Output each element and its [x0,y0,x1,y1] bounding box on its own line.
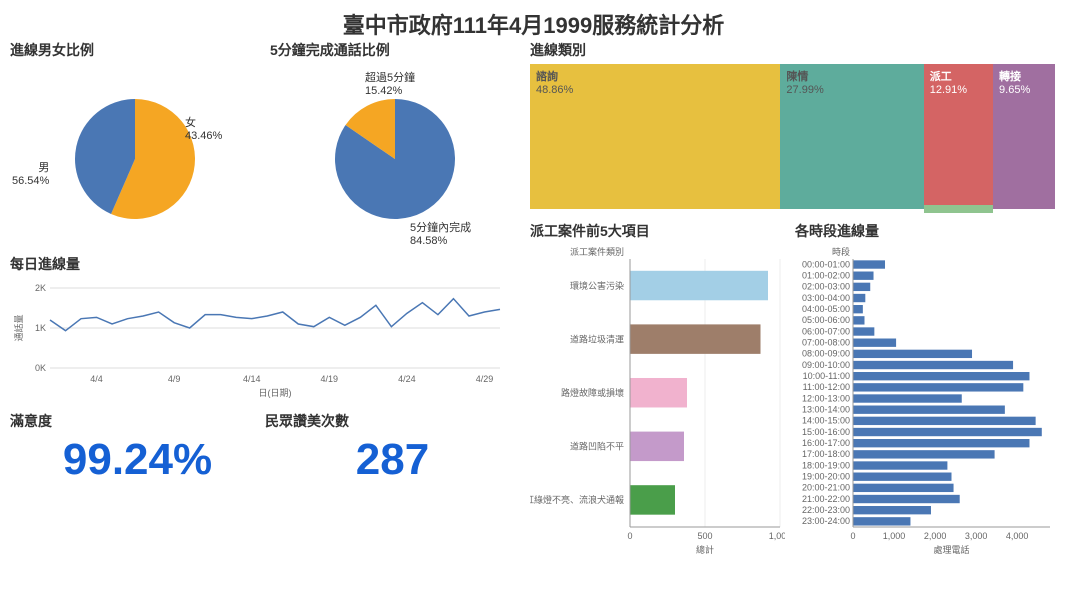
treemap-cell: 諮詢48.86% [530,64,780,209]
svg-text:21:00-22:00: 21:00-22:00 [802,494,850,504]
top5-block: 派工案件前5大項目 派工案件類別 0 500 1,000 環境公害污染道路垃圾清運路燈… [530,221,785,560]
treemap-cell: 轉接9.65% [993,64,1055,209]
svg-text:00:00-01:00: 00:00-01:00 [802,259,850,269]
svg-text:環境公害污染: 環境公害污染 [570,280,624,291]
svg-text:10:00-11:00: 10:00-11:00 [803,371,850,381]
treemap-chart: 諮詢48.86%陳情27.99%派工12.91%轉接9.65% [530,64,1055,209]
svg-text:04:00-05:00: 04:00-05:00 [802,304,850,314]
svg-text:06:00-07:00: 06:00-07:00 [802,326,850,336]
pie-slice-label: 5分鐘內完成84.58% [410,219,471,247]
top5-chart: 派工案件類別 0 500 1,000 環境公害污染道路垃圾清運路燈故障或損壞道路凹陷不… [530,245,785,560]
fivemin-pie-chart: 5分鐘內完成84.58% 超過5分鐘15.42% [270,64,520,244]
svg-text:0K: 0K [35,363,46,373]
svg-text:07:00-08:00: 07:00-08:00 [802,338,850,348]
svg-text:23:00-24:00: 23:00-24:00 [802,516,850,526]
right-panel: 進線類別 諮詢48.86%陳情27.99%派工12.91%轉接9.65% 派工案… [530,40,1055,560]
gender-pie-block: 進線男女比例 男56.54% 女43.46% [10,40,260,244]
svg-text:20:00-21:00: 20:00-21:00 [802,483,850,493]
top5-title: 派工案件前5大項目 [530,221,785,241]
praise-block: 民眾讚美次數 287 [265,411,520,485]
svg-text:08:00-09:00: 08:00-09:00 [802,349,850,359]
svg-text:05:00-06:00: 05:00-06:00 [802,315,850,325]
bottom-row: 派工案件前5大項目 派工案件類別 0 500 1,000 環境公害污染道路垃圾清運路燈… [530,221,1055,560]
svg-text:0: 0 [627,531,632,541]
svg-text:3,000: 3,000 [965,531,988,541]
fivemin-pie-title: 5分鐘完成通話比例 [270,40,520,60]
satisfaction-value: 99.24% [10,435,265,485]
metrics-row: 滿意度 99.24% 民眾讚美次數 287 [10,411,520,485]
svg-text:13:00-14:00: 13:00-14:00 [802,405,850,415]
svg-text:12:00-13:00: 12:00-13:00 [802,393,850,403]
svg-text:1K: 1K [35,323,46,333]
left-panel: 進線男女比例 男56.54% 女43.46% 5分鐘完成通話比例 5分鐘內完成84… [10,40,520,485]
page-title: 臺中市政府111年4月1999服務統計分析 [0,0,1067,44]
daily-line-chart: 0K 1K 2K 4/4 4/9 4/14 4/19 4/24 4/29 日(日期) 通話量 [10,278,520,403]
treemap-cell [924,205,993,213]
praise-value: 287 [265,435,520,485]
svg-text:處理電話: 處理電話 [933,544,969,555]
satisfaction-title: 滿意度 [10,411,265,431]
treemap-cell: 派工12.91% [924,64,993,205]
gender-pie-chart: 男56.54% 女43.46% [10,64,260,244]
svg-text:03:00-04:00: 03:00-04:00 [802,293,850,303]
daily-line-block: 每日進線量 0K 1K 2K 4/4 4/9 4/14 4/19 4/24 4/29 日(日期)… [10,254,520,403]
dashboard: 臺中市政府111年4月1999服務統計分析 進線男女比例 男56.54% 女43.… [0,0,1067,600]
svg-text:道路凹陷不平: 道路凹陷不平 [570,441,624,452]
svg-text:路燈故障或損壞: 路燈故障或損壞 [561,387,624,398]
svg-text:4/9: 4/9 [168,374,181,384]
svg-text:0: 0 [850,531,855,541]
svg-text:1,000: 1,000 [883,531,906,541]
svg-text:09:00-10:00: 09:00-10:00 [802,360,850,370]
hourly-chart: 時段 00:00-01:00 01:00-02:0002:00-03:0003:0… [795,245,1055,560]
svg-text:2K: 2K [35,283,46,293]
svg-text:16:00-17:00: 16:00-17:00 [802,438,850,448]
daily-line-title: 每日進線量 [10,254,520,274]
svg-text:總計: 總計 [696,544,714,555]
svg-text:4/19: 4/19 [321,374,339,384]
svg-text:派工案件類別: 派工案件類別 [570,246,624,257]
svg-text:18:00-19:00: 18:00-19:00 [802,460,850,470]
svg-text:02:00-03:00: 02:00-03:00 [802,282,850,292]
svg-text:日(日期): 日(日期) [259,388,292,398]
hourly-block: 各時段進線量 時段 00:00-01:00 01:00-02:0002:00-03… [795,221,1055,560]
svg-text:11:00-12:00: 11:00-12:00 [803,382,850,392]
svg-text:通話量: 通話量 [13,314,24,341]
hourly-title: 各時段進線量 [795,221,1055,241]
pie-row: 進線男女比例 男56.54% 女43.46% 5分鐘完成通話比例 5分鐘內完成84… [10,40,520,244]
svg-text:500: 500 [697,531,712,541]
svg-text:15:00-16:00: 15:00-16:00 [802,427,850,437]
svg-text:2,000: 2,000 [924,531,947,541]
gender-pie-title: 進線男女比例 [10,40,260,60]
treemap-cell: 陳情27.99% [780,64,923,209]
svg-text:紅綠燈不亮、流浪犬通報: 紅綠燈不亮、流浪犬通報 [530,494,624,505]
pie-slice-label: 超過5分鐘15.42% [365,69,415,97]
svg-text:1,000: 1,000 [769,531,785,541]
svg-text:道路垃圾清運: 道路垃圾清運 [570,333,624,344]
praise-title: 民眾讚美次數 [265,411,520,431]
svg-text:4/29: 4/29 [476,374,494,384]
svg-text:19:00-20:00: 19:00-20:00 [802,472,850,482]
svg-text:22:00-23:00: 22:00-23:00 [802,505,850,515]
svg-text:4/24: 4/24 [398,374,416,384]
satisfaction-block: 滿意度 99.24% [10,411,265,485]
svg-text:時段: 時段 [832,246,850,257]
svg-text:01:00-02:00: 01:00-02:00 [802,271,850,281]
svg-text:4/4: 4/4 [90,374,103,384]
svg-text:17:00-18:00: 17:00-18:00 [802,449,850,459]
svg-text:4/14: 4/14 [243,374,261,384]
pie-slice-label: 女43.46% [185,114,222,142]
treemap-title: 進線類別 [530,40,1055,60]
fivemin-pie-block: 5分鐘完成通話比例 5分鐘內完成84.58% 超過5分鐘15.42% [270,40,520,244]
svg-text:4,000: 4,000 [1006,531,1029,541]
pie-slice-label: 男56.54% [12,159,49,187]
svg-text:14:00-15:00: 14:00-15:00 [802,416,850,426]
